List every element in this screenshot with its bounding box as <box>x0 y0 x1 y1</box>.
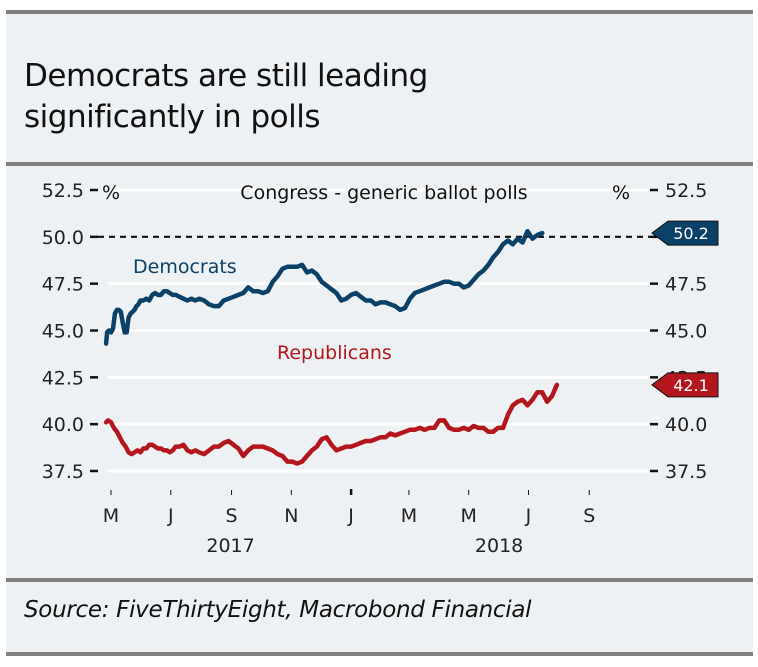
x-axis: M J S N J M M J S 2017 2018 <box>103 489 595 557</box>
y-tick-label-right: 52.5 <box>665 180 707 202</box>
bottom-rule <box>6 652 753 656</box>
y-tick-label-right: 45.0 <box>665 321 707 343</box>
y-tick-label-left: 52.5 <box>42 180 84 202</box>
democrats-badge-value: 50.2 <box>673 224 709 243</box>
democrats-line <box>103 228 545 346</box>
title-panel: Democrats are still leading significantl… <box>6 14 753 162</box>
democrats-series-label: Democrats <box>133 256 237 278</box>
source-divider <box>6 578 753 582</box>
x-tick-label: S <box>583 505 595 527</box>
right-unit-label: % <box>612 182 630 204</box>
left-unit-label: % <box>102 182 120 204</box>
y-tick-label-left: 45.0 <box>42 321 84 343</box>
x-tick-label: M <box>401 505 417 527</box>
series-layer <box>103 228 560 466</box>
line-chart: 52.5 50.0 47.5 45.0 42.5 40.0 37.5 52.5 50.0 47.… <box>42 180 719 557</box>
chart-title: Congress - generic ballot polls <box>240 182 527 204</box>
left-y-axis: 52.5 50.0 47.5 45.0 42.5 40.0 37.5 <box>42 180 98 483</box>
last-value-badges: 50.2 42.1 <box>651 220 719 398</box>
y-tick-label-left: 40.0 <box>42 414 84 436</box>
y-tick-label-right: 40.0 <box>665 414 707 436</box>
x-tick-label: M <box>103 505 119 527</box>
x-tick-label: J <box>525 505 532 527</box>
x-tick-label: N <box>284 505 298 527</box>
x-tick-label: J <box>167 505 174 527</box>
chart-heading: Democrats are still leading significantl… <box>24 56 428 138</box>
x-year-label: 2018 <box>475 535 523 557</box>
y-tick-label-left: 37.5 <box>42 461 84 483</box>
republicans-series-label: Republicans <box>277 342 392 364</box>
source-note: Source: FiveThirtyEight, Macrobond Finan… <box>24 597 532 623</box>
chart-heading-line-1: Democrats are still leading <box>24 58 428 94</box>
y-tick-label-right: 37.5 <box>665 461 707 483</box>
gridlines <box>108 188 648 473</box>
democrats-badge <box>651 220 719 246</box>
republicans-line <box>103 382 560 466</box>
title-divider <box>6 162 753 166</box>
y-tick-label-left: 50.0 <box>42 227 84 249</box>
y-tick-label-right: 47.5 <box>665 274 707 296</box>
republicans-badge-value: 42.1 <box>673 376 709 395</box>
x-tick-label: S <box>226 505 238 527</box>
y-tick-label-left: 47.5 <box>42 274 84 296</box>
chart-panel: 52.5 50.0 47.5 45.0 42.5 40.0 37.5 52.5 50.0 47.… <box>6 166 753 578</box>
chart-heading-line-2: significantly in polls <box>24 99 321 135</box>
source-panel: Source: FiveThirtyEight, Macrobond Finan… <box>6 582 753 652</box>
top-rule <box>6 10 753 14</box>
x-year-label: 2017 <box>206 535 254 557</box>
x-tick-label: J <box>347 505 354 527</box>
x-tick-label: M <box>460 505 476 527</box>
y-tick-label-left: 42.5 <box>42 367 84 389</box>
republicans-badge <box>651 372 719 398</box>
